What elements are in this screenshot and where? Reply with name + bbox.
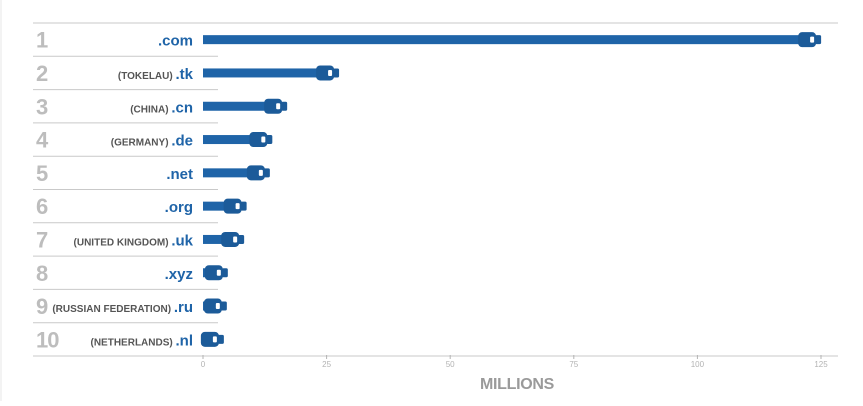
row-label: .net (166, 166, 193, 183)
bar-cap (264, 98, 283, 114)
rank-number: 1 (36, 28, 48, 53)
bar-cap-slot (276, 103, 281, 110)
x-tick-label: 25 (322, 360, 331, 369)
country-label: (TOKELAU) (118, 71, 176, 82)
rank-number: 6 (36, 194, 48, 219)
rank-number: 3 (36, 94, 48, 119)
labels-layer: 1 .com 2 (TOKELAU) .tk 3 (CHINA) .cn 4 (GERMANY… (36, 28, 194, 353)
bar-cap-tip (333, 68, 340, 78)
tld-label: .cn (171, 99, 193, 116)
tld-label: .tk (175, 66, 193, 83)
bar-cap (316, 65, 335, 81)
tld-label: .xyz (165, 266, 193, 283)
row-label: (CHINA) .cn (130, 99, 193, 116)
rank-number: 7 (36, 227, 48, 252)
bar-cap-slot (261, 136, 266, 143)
rank-number: 5 (36, 161, 48, 186)
bar (203, 168, 256, 178)
rank-number: 2 (36, 61, 48, 86)
bar (203, 135, 259, 145)
bar-cap-tip (238, 234, 245, 244)
row-rules (33, 22, 838, 357)
country-label: (GERMANY) (111, 138, 172, 149)
row-label: (GERMANY) .de (111, 133, 193, 150)
row-label: (TOKELAU) .tk (118, 66, 194, 83)
bar-cap-slot (235, 203, 240, 210)
country-label: (CHINA) (130, 104, 171, 115)
tld-label: .ru (174, 299, 193, 316)
bar-cap (204, 265, 223, 281)
rank-number: 10 (36, 327, 59, 352)
tld-label: .org (165, 199, 193, 216)
bar-cap (798, 32, 817, 48)
rank-number: 4 (36, 128, 49, 153)
tld-label: .com (158, 33, 193, 50)
bar-cap (221, 231, 240, 247)
bar (203, 35, 808, 45)
row-label: .xyz (165, 266, 193, 283)
bar-cap-tip (281, 101, 288, 111)
bar-cap (203, 298, 222, 314)
tld-label: .nl (176, 332, 194, 349)
bar-cap-tip (815, 35, 822, 45)
bar-cap-slot (328, 69, 333, 76)
country-label: (NETHERLANDS) (91, 337, 176, 348)
x-tick-label: 75 (569, 360, 578, 369)
bar-cap-slot (215, 303, 220, 310)
x-axis: 0 25 50 75 100 125 (201, 355, 828, 369)
tld-label: .de (171, 133, 193, 150)
bar (203, 101, 274, 111)
bar-cap-tip (220, 301, 227, 311)
x-tick-label: 0 (201, 360, 206, 369)
bar (203, 201, 233, 211)
row-label: (UNITED KINGDOM) .uk (74, 232, 194, 249)
bar-cap-tip (266, 135, 273, 145)
rank-number: 9 (36, 294, 48, 319)
x-tick-label: 125 (814, 360, 828, 369)
bar-cap-slot (810, 36, 815, 43)
bar-cap-tip (217, 334, 224, 344)
bar-cap (246, 165, 265, 181)
bar-cap-tip (240, 201, 247, 211)
bars-layer (200, 32, 822, 347)
bar-cap (223, 198, 242, 214)
bar-cap-slot (216, 269, 221, 276)
bar-cap-slot (212, 336, 217, 343)
row-label: (NETHERLANDS) .nl (91, 332, 194, 349)
country-label: (RUSSIAN FEDERATION) (52, 304, 173, 315)
tld-label: .uk (171, 232, 193, 249)
bar-cap-tip (263, 168, 270, 178)
rank-number: 8 (36, 261, 48, 286)
bar-cap-tip (221, 268, 228, 278)
left-edge (0, 0, 2, 401)
x-tick-label: 100 (691, 360, 705, 369)
x-axis-title: MILLIONS (480, 376, 555, 393)
bar (203, 234, 231, 244)
tld-label: .net (166, 166, 193, 183)
bar (203, 68, 326, 78)
bar-cap (249, 132, 268, 148)
bar-cap-slot (233, 236, 238, 243)
row-label: .com (158, 33, 193, 50)
row-label: .org (165, 199, 193, 216)
row-label: (RUSSIAN FEDERATION) .ru (52, 299, 193, 316)
x-tick-label: 50 (446, 360, 455, 369)
country-label: (UNITED KINGDOM) (74, 237, 172, 248)
bar-cap (200, 331, 219, 347)
bar-cap-slot (258, 169, 263, 176)
